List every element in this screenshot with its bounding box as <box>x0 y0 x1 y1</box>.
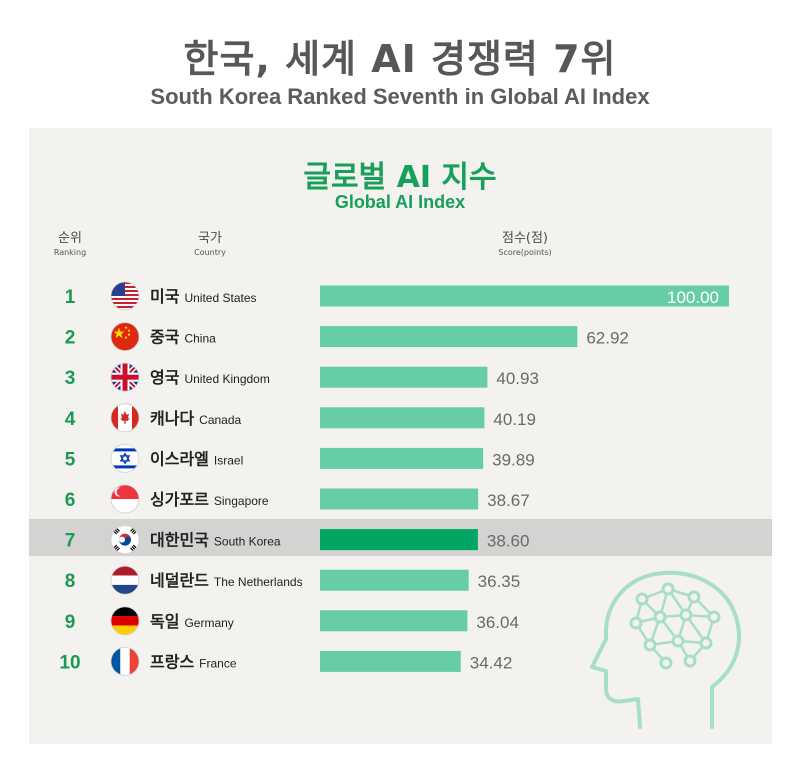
rank-number: 9 <box>65 612 76 633</box>
page-subtitle: South Korea Ranked Seventh in Global AI … <box>150 84 650 109</box>
country-label: 프랑스 France <box>150 652 237 671</box>
germany-flag-icon <box>110 606 140 636</box>
bar-value-label: 62.92 <box>586 329 629 348</box>
country-label: 이스라엘 Israel <box>150 449 243 468</box>
country-label: 중국 China <box>150 328 216 347</box>
rank-header-en: Ranking <box>53 248 87 257</box>
score-header-en: Score(points) <box>498 248 552 257</box>
rank-header-ko: 순위 <box>58 231 82 246</box>
bar-value-label: 36.35 <box>478 572 521 591</box>
page-title: 한국, 세계 AI 경쟁력 7위 <box>183 37 617 81</box>
bar-value-label: 38.60 <box>487 532 530 551</box>
country-label: 네덜란드 The Netherlands <box>150 571 303 590</box>
score-bar <box>320 529 478 551</box>
bar-value-label: 34.42 <box>470 653 513 672</box>
country-label: 대한민국 South Korea <box>150 531 281 550</box>
score-bar <box>320 366 488 388</box>
country-header-ko: 국가 <box>198 231 222 246</box>
france-flag-icon <box>110 647 140 676</box>
rank-number: 7 <box>65 531 76 552</box>
score-bar <box>320 650 461 672</box>
israel-flag-icon <box>110 443 140 473</box>
uk-flag-icon <box>110 362 140 392</box>
bar-value-label: 39.89 <box>492 450 535 469</box>
korea-flag-icon <box>110 525 140 554</box>
rank-number: 2 <box>65 328 76 349</box>
country-column-header: 국가 Country <box>170 231 250 259</box>
netherlands-flag-icon <box>110 565 140 595</box>
rank-number: 4 <box>65 409 76 430</box>
score-bar <box>320 610 468 632</box>
ai-brain-head-icon <box>590 570 741 729</box>
rank-number: 5 <box>65 449 76 470</box>
score-bar <box>320 326 578 348</box>
us-flag-icon <box>110 281 140 311</box>
country-label: 독일 Germany <box>150 612 234 631</box>
singapore-flag-icon <box>110 484 140 514</box>
rank-number: 3 <box>65 368 76 389</box>
score-bar <box>320 447 484 469</box>
bar-value-label: 36.04 <box>476 613 519 632</box>
score-header-ko: 점수(점) <box>501 231 549 246</box>
country-label: 영국 United Kingdom <box>150 368 270 387</box>
country-header-en: Country <box>194 248 226 257</box>
score-column-header: 점수(점) Score(points) <box>470 231 580 259</box>
chart-title: 글로벌 AI 지수 <box>303 160 497 195</box>
chart-subtitle: Global AI Index <box>334 192 466 212</box>
rank-column-header: 순위 Ranking <box>40 231 100 259</box>
score-bar <box>320 488 479 510</box>
country-label: 미국 United States <box>150 287 257 306</box>
rank-number: 6 <box>65 490 76 511</box>
country-label: 캐나다 Canada <box>150 409 242 428</box>
rank-number: 10 <box>59 652 80 673</box>
bar-value-label: 40.19 <box>493 410 536 429</box>
china-flag-icon <box>110 322 140 352</box>
canada-flag-icon <box>110 403 140 433</box>
rank-number: 8 <box>65 571 76 592</box>
score-bar <box>320 285 729 307</box>
score-bar <box>320 407 485 429</box>
bar-value-label: 100.00 <box>667 288 719 307</box>
score-bar <box>320 569 469 591</box>
country-label: 싱가포르 Singapore <box>150 490 269 509</box>
bar-value-label: 38.67 <box>487 491 530 510</box>
bar-value-label: 40.93 <box>496 369 539 388</box>
rank-number: 1 <box>65 287 76 308</box>
